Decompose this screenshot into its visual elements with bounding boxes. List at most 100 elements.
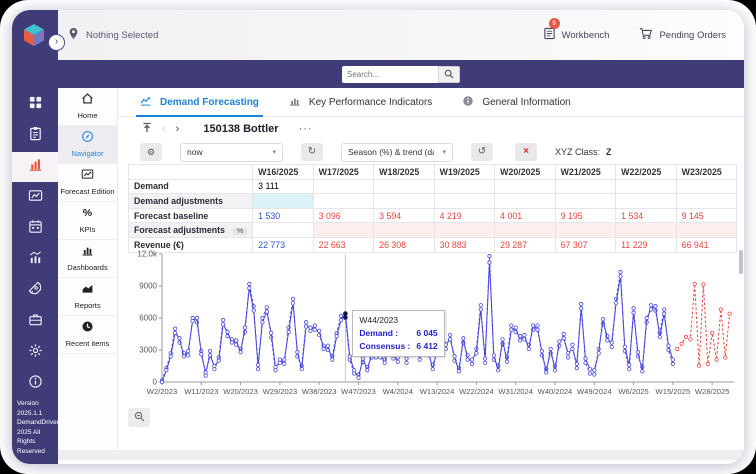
table-cell[interactable] xyxy=(252,193,314,209)
table-cell[interactable]: 9 195 xyxy=(554,207,617,224)
search-input[interactable] xyxy=(342,65,438,83)
sidebar-item-home[interactable]: Home xyxy=(58,88,117,126)
table-cell[interactable] xyxy=(494,193,556,209)
rail-item-forecasting[interactable] xyxy=(12,183,58,213)
rail-item-apps[interactable] xyxy=(12,90,58,120)
table-cell[interactable] xyxy=(312,222,375,238)
table-cell[interactable]: 1 534 xyxy=(615,207,677,224)
bar-chart-icon xyxy=(289,95,301,110)
rail-item-about[interactable] xyxy=(12,369,58,399)
rail-item-tasks[interactable] xyxy=(12,121,58,151)
row-label: Forecast baseline xyxy=(127,207,254,224)
rail-item-launch[interactable] xyxy=(12,276,58,306)
area-icon xyxy=(81,282,94,300)
table-cell[interactable] xyxy=(373,178,435,195)
table-cell[interactable]: 22 773 xyxy=(252,236,314,253)
rail-item-portfolio[interactable] xyxy=(12,307,58,337)
table-cell[interactable]: 9 145 xyxy=(675,207,738,224)
selection-indicator[interactable]: Nothing Selected xyxy=(68,27,158,43)
tab-general-information[interactable]: General Information xyxy=(462,88,571,117)
tab-key-performance-indicators[interactable]: Key Performance Indicators xyxy=(289,88,432,117)
nav-bar xyxy=(58,60,744,88)
rail-item-demand-analysis[interactable] xyxy=(12,152,58,182)
refresh-button[interactable]: ↻ xyxy=(301,143,323,161)
svg-text:W29/2023: W29/2023 xyxy=(263,387,298,396)
sidebar-item-forecast-edition[interactable]: Forecast Edition xyxy=(58,164,117,202)
table-cell[interactable]: 1 530 xyxy=(252,207,314,224)
undo-button[interactable]: ↺ xyxy=(471,143,493,161)
rail-item-settings[interactable] xyxy=(12,338,58,368)
table-cell[interactable] xyxy=(554,193,617,209)
tab-demand-forecasting[interactable]: Demand Forecasting xyxy=(136,88,263,117)
tasks-icon xyxy=(28,126,43,146)
more-options-button[interactable]: ··· xyxy=(298,122,313,135)
sidebar-item-dashboards[interactable]: Dashboards xyxy=(58,240,117,278)
chart-zoom-out-button[interactable] xyxy=(128,408,150,427)
workbench-button[interactable]: 9 Workbench xyxy=(543,18,609,43)
table-cell[interactable]: 4 219 xyxy=(433,207,496,224)
vertical-scrollbar[interactable] xyxy=(739,250,743,274)
table-cell[interactable] xyxy=(675,222,738,238)
table-cell[interactable] xyxy=(615,178,677,195)
table-cell[interactable]: 3 594 xyxy=(373,207,435,224)
tab-bar: Demand Forecasting Key Performance Indic… xyxy=(118,88,744,117)
table-cell[interactable] xyxy=(373,193,435,209)
table-row: Forecast baseline 1 530 3 096 3 594 4 219 4 0… xyxy=(127,207,738,224)
percent-badge[interactable]: % xyxy=(232,228,248,236)
row-label: Demand adjustments xyxy=(127,193,254,209)
table-cell[interactable] xyxy=(433,193,496,209)
location-pin-icon xyxy=(68,27,79,43)
demand-chart[interactable]: 0 3000 6000 9000 12.0k W2/2023 W11/2023 W20/202… xyxy=(126,248,744,400)
previous-item-button[interactable]: ‹ xyxy=(162,122,166,135)
table-cell[interactable]: 4 001 xyxy=(494,207,556,224)
table-cell[interactable] xyxy=(675,193,738,209)
table-cell[interactable] xyxy=(433,178,496,195)
table-row: Demand 3 111 xyxy=(127,178,738,195)
row-label: Demand xyxy=(127,178,254,195)
table-cell[interactable]: 26 308 xyxy=(373,236,435,253)
tooltip-demand-label: Demand : xyxy=(359,327,399,338)
table-cell[interactable]: 3 096 xyxy=(312,207,375,224)
sidebar-item-reports[interactable]: Reports xyxy=(58,278,117,316)
toolbar: ⚙ now ▾ ↻ Season (%) & trend (damped) ▾ … xyxy=(118,140,744,164)
table-cell[interactable] xyxy=(494,222,556,238)
sidebar-item-kpis[interactable]: % KPIs xyxy=(58,202,117,240)
sidebar-collapse-button[interactable]: › xyxy=(48,34,65,51)
table-cell[interactable]: 3 111 xyxy=(252,178,314,195)
table-cell[interactable] xyxy=(312,178,375,195)
clock-icon xyxy=(81,320,94,338)
table-cell[interactable] xyxy=(494,178,556,195)
forecast-model-select[interactable]: Season (%) & trend (damped) ▾ xyxy=(341,142,453,162)
sidebar-item-navigator[interactable]: Navigator xyxy=(58,126,117,164)
next-item-button[interactable]: › xyxy=(175,122,180,135)
table-cell[interactable] xyxy=(252,222,314,238)
svg-text:W13/2024: W13/2024 xyxy=(420,387,455,396)
pending-orders-button[interactable]: Pending Orders xyxy=(639,27,726,43)
page-title: 150138 Bottler xyxy=(203,122,279,135)
table-cell[interactable] xyxy=(615,222,677,238)
rail-item-statistics[interactable] xyxy=(12,245,58,275)
sidebar-item-label: Dashboards xyxy=(67,263,108,273)
svg-text:3000: 3000 xyxy=(139,346,157,355)
forecast-icon xyxy=(81,168,94,186)
table-cell[interactable] xyxy=(312,193,375,209)
settings-gears-button[interactable]: ⚙ xyxy=(140,143,162,161)
rail-item-calendar[interactable] xyxy=(12,214,58,244)
app-window: Version 2025.1.1 DemandDrivenTe 2025 All… xyxy=(12,10,744,464)
table-cell[interactable] xyxy=(675,178,738,195)
table-cell[interactable] xyxy=(615,193,677,209)
clear-button[interactable]: × xyxy=(515,143,537,161)
table-cell[interactable] xyxy=(554,222,617,238)
search-button[interactable] xyxy=(438,65,460,83)
table-row: Forecast adjustments% xyxy=(127,222,738,238)
time-horizon-select[interactable]: now ▾ xyxy=(180,142,283,162)
table-cell[interactable]: 66 941 xyxy=(675,236,738,253)
table-cell[interactable] xyxy=(554,178,617,195)
forecast-model-value: Season (%) & trend (damped) xyxy=(348,147,435,157)
sidebar-item-recent-items[interactable]: Recent items xyxy=(58,316,117,354)
table-cell[interactable] xyxy=(373,222,435,238)
go-to-top-icon[interactable] xyxy=(142,122,152,136)
table-cell[interactable] xyxy=(433,222,496,238)
week-column-header: W18/2025 xyxy=(373,164,435,180)
table-row: Demand adjustments xyxy=(127,193,738,209)
